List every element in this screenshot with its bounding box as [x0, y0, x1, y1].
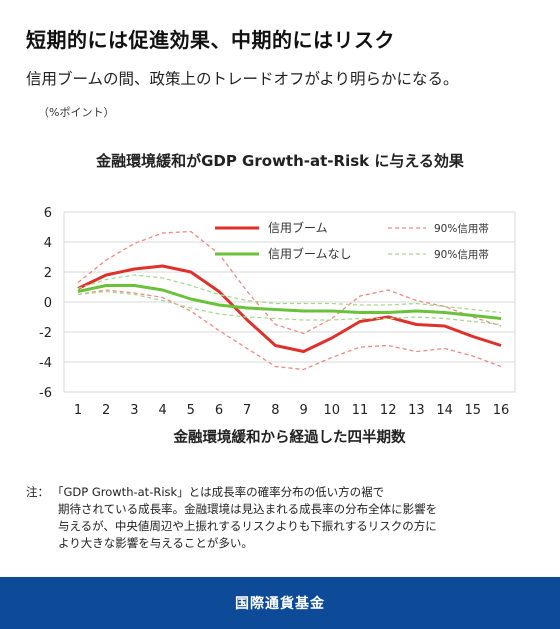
band-line	[77, 230, 502, 335]
y-tick-label: 4	[44, 236, 52, 251]
x-tick-label: 1	[74, 403, 82, 418]
footnote-line: より大きな影響を与えることが多い。	[58, 536, 253, 550]
legend-label: 90%信用帯	[434, 222, 489, 235]
x-tick-label: 11	[352, 403, 369, 418]
x-axis-label: 金融環境緩和から経過した四半期数	[173, 428, 406, 446]
x-tick-label: 8	[271, 403, 279, 418]
y-tick-label: -4	[39, 356, 52, 371]
x-tick-label: 4	[158, 403, 166, 418]
x-tick-label: 6	[215, 403, 223, 418]
footnote-line: 与えるが、中央値周辺や上振れするリスクよりも下振れするリスクの方に	[58, 519, 437, 533]
footnote-line: 期待されている成長率。金融環境は見込まれる成長率の分布全体に影響を	[58, 502, 438, 516]
x-tick-label: 9	[299, 403, 307, 418]
chart-title: 金融環境緩和がGDP Growth-at-Risk に与える効果	[96, 152, 464, 170]
footnote-line: 「GDP Growth-at-Risk」とは成長率の確率分布の低い方の裾で	[52, 485, 385, 499]
band-line	[77, 274, 502, 314]
legend-label: 信用ブームなし	[268, 246, 352, 261]
footnote-label: 注：	[26, 485, 49, 499]
footer-org-name: 国際通貨基金	[235, 596, 325, 612]
x-tick-label: 12	[380, 403, 397, 418]
y-tick-label: 0	[44, 296, 52, 311]
legend-label: 90%信用帯	[434, 248, 489, 261]
y-tick-label: -6	[39, 386, 52, 401]
footer-bar: 国際通貨基金	[0, 577, 560, 629]
y-tick-label: 6	[44, 206, 52, 221]
x-tick-label: 15	[465, 403, 482, 418]
x-tick-label: 5	[187, 403, 195, 418]
legend-label: 信用ブーム	[268, 220, 328, 235]
x-tick-label: 13	[408, 403, 425, 418]
x-tick-label: 14	[436, 403, 453, 418]
subheadline: 信用ブームの間、政策上のトレードオフがより明らかになる。	[26, 70, 459, 88]
series-line	[77, 284, 502, 320]
y-tick-label: 2	[44, 266, 52, 281]
x-tick-label: 10	[324, 403, 341, 418]
band-line	[77, 290, 502, 326]
band-line	[77, 289, 502, 371]
footnote: 注： 「GDP Growth-at-Risk」とは成長率の確率分布の低い方の裾で…	[26, 484, 437, 552]
x-tick-label: 3	[130, 403, 138, 418]
headline: 短期的には促進効果、中期的にはリスク	[26, 28, 395, 52]
series-line	[77, 264, 502, 353]
y-tick-label: -2	[39, 326, 52, 341]
x-tick-label: 2	[102, 403, 110, 418]
x-tick-label: 7	[243, 403, 251, 418]
x-tick-label: 16	[493, 403, 510, 418]
unit-label: （%ポイント）	[38, 106, 115, 119]
